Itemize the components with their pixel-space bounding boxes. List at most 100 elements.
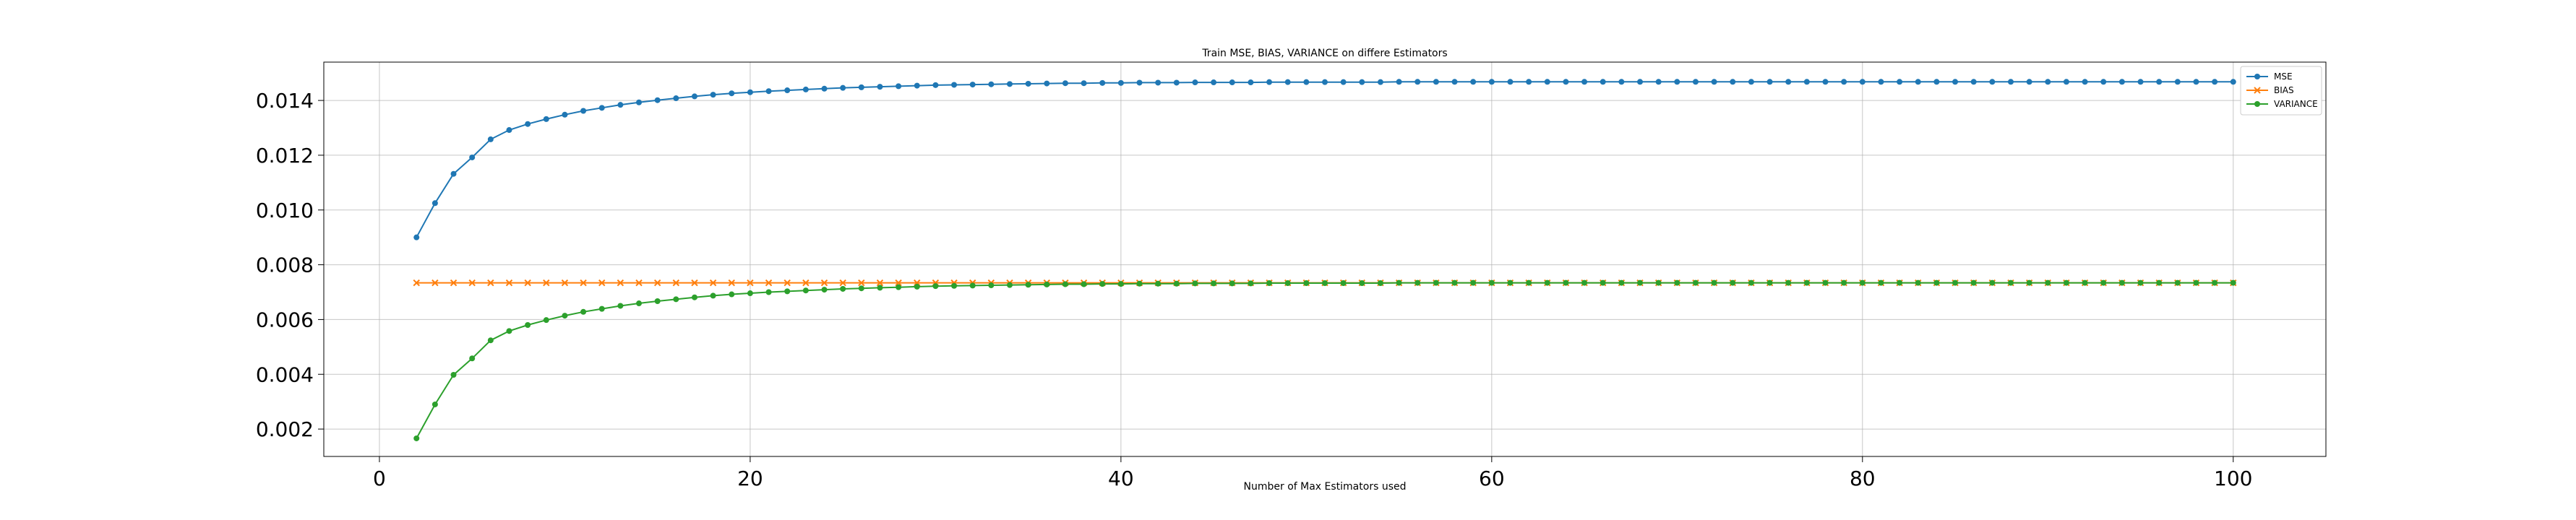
legend-box	[2240, 66, 2322, 116]
bias-marker	[524, 279, 531, 287]
variance-marker	[1414, 280, 1421, 286]
variance-marker	[1674, 280, 1680, 286]
variance-marker	[2026, 280, 2032, 286]
bias-marker	[432, 279, 439, 287]
bias-marker-stroke	[432, 279, 439, 287]
mse-marker	[821, 85, 828, 92]
variance-marker	[1878, 280, 1884, 286]
variance-marker	[1284, 280, 1291, 286]
variance-marker	[1711, 280, 1717, 286]
variance-marker	[821, 287, 828, 293]
mse-marker	[1618, 79, 1625, 85]
mse-marker	[1433, 79, 1439, 85]
variance-marker	[1488, 280, 1495, 286]
bias-marker-stroke	[580, 279, 587, 287]
mse-marker	[432, 200, 438, 207]
bias-marker-stroke	[728, 279, 735, 287]
variance-marker	[1785, 280, 1792, 286]
mse-marker	[1396, 79, 1402, 85]
legend: MSE BIAS VARIANCE	[2240, 66, 2322, 116]
mse-marker	[1859, 79, 1866, 85]
variance-marker	[1803, 280, 1810, 286]
mse-marker	[1377, 79, 1383, 85]
variance-marker	[1136, 280, 1143, 287]
bias-marker-stroke	[505, 279, 513, 287]
plot-frame	[323, 61, 2327, 457]
variance-marker	[691, 294, 697, 300]
variance-marker	[487, 337, 494, 344]
mse-marker	[1006, 81, 1013, 87]
mse-marker	[1822, 79, 1829, 85]
mse-marker	[636, 99, 643, 105]
mse-marker	[543, 116, 549, 122]
variance-marker	[1044, 281, 1050, 287]
bias-marker-stroke	[895, 279, 902, 287]
bias-marker-stroke	[524, 279, 531, 287]
mse-marker	[1322, 79, 1328, 85]
bias-marker	[839, 279, 846, 287]
mse-marker	[506, 127, 512, 134]
bias-marker	[617, 279, 624, 287]
variance-marker	[2212, 280, 2218, 286]
variance-marker	[525, 322, 531, 328]
y-tick-label: 0.008	[256, 254, 314, 277]
variance-marker	[1841, 280, 1847, 286]
mse-marker	[729, 90, 735, 97]
legend-item-bias: BIAS	[2246, 85, 2294, 95]
variance-marker	[914, 283, 920, 290]
mse-marker	[1266, 79, 1273, 85]
mse-marker	[1878, 79, 1884, 85]
variance-marker	[1081, 281, 1087, 287]
variance-marker	[1340, 280, 1347, 286]
bias-marker-stroke	[747, 279, 754, 287]
bias-marker	[765, 279, 773, 287]
mse-marker	[1451, 79, 1458, 85]
variance-marker	[1229, 280, 1235, 287]
variance-marker	[1006, 282, 1013, 288]
mse-marker	[1766, 79, 1773, 85]
grid	[324, 62, 2326, 456]
variance-marker	[654, 298, 661, 305]
chart-title: Train MSE, BIAS, VARIANCE on differe Est…	[1201, 48, 1447, 59]
variance-marker	[1451, 280, 1458, 286]
variance-marker	[1970, 280, 1977, 286]
y-tick-label: 0.006	[256, 308, 314, 332]
y-tick-label: 0.012	[256, 144, 314, 168]
variance-marker	[2007, 280, 2014, 286]
bias-marker-stroke	[413, 279, 420, 287]
mse-marker	[1229, 79, 1235, 86]
bias-marker-stroke	[876, 279, 884, 287]
series-group	[413, 79, 2237, 441]
x-tick-label: 60	[1479, 467, 1505, 490]
mse-marker	[1655, 79, 1662, 85]
variance-marker	[1062, 281, 1068, 287]
mse-marker	[1526, 79, 1532, 85]
variance-marker	[506, 328, 512, 334]
variance-marker	[1822, 280, 1829, 286]
variance-marker	[580, 308, 587, 315]
variance-marker	[469, 355, 476, 362]
mse-marker	[1488, 79, 1495, 85]
mse-marker	[1970, 79, 1977, 85]
legend-item-variance: VARIANCE	[2246, 99, 2318, 109]
legend-item-mse: MSE	[2246, 72, 2293, 82]
bias-marker	[691, 279, 698, 287]
bias-marker-stroke	[450, 279, 458, 287]
variance-marker	[1952, 280, 1959, 286]
bias-marker	[598, 279, 606, 287]
mse-marker	[1117, 79, 1124, 86]
bias-marker	[876, 279, 884, 287]
mse-marker	[1711, 79, 1717, 85]
mse-marker	[1062, 80, 1068, 87]
variance-marker	[1117, 281, 1124, 287]
legend-swatch-marker	[2254, 87, 2261, 94]
mse-marker	[2100, 79, 2107, 85]
mse-marker	[858, 84, 864, 90]
mse-marker	[2026, 79, 2032, 85]
mse-marker	[1563, 79, 1569, 85]
variance-marker	[2100, 280, 2107, 286]
variance-marker	[1692, 280, 1699, 286]
bias-marker-stroke	[802, 279, 810, 287]
variance-marker	[951, 282, 958, 289]
variance-marker	[1933, 280, 1940, 286]
